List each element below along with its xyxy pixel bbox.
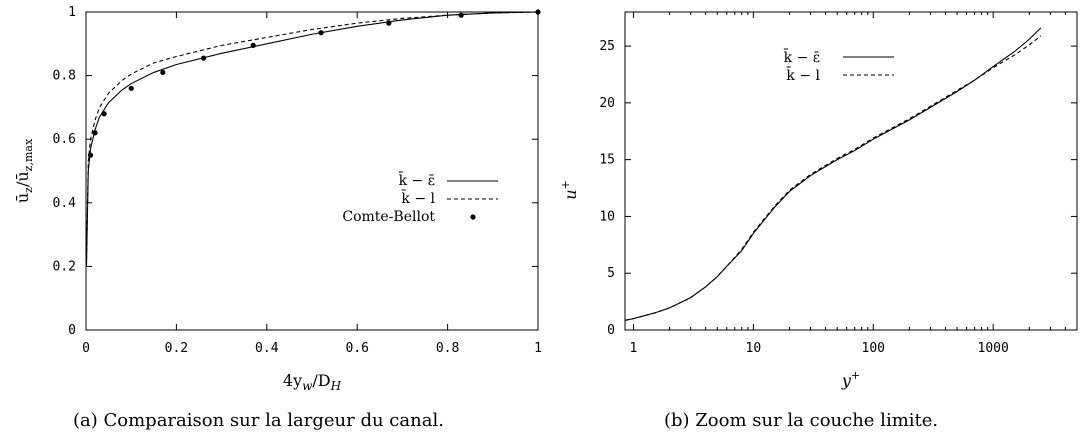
series-line-0 (85, 11, 539, 267)
x-tick-label: 1 (630, 341, 638, 356)
legend-a-label-2: Comte-Bellot (342, 209, 435, 225)
panel-a: 0 0.2 0.4 0.6 0.8 1 0 0.2 0.4 0.6 0.8 1 4yw/DH ūz/ū… (13, 5, 542, 431)
y-tick-label: 20 (599, 96, 615, 111)
data-point (386, 20, 392, 26)
plot-a-frame (85, 11, 539, 331)
x-tick-label: 1000 (978, 341, 1009, 356)
y-tick-label: 5 (607, 266, 615, 281)
data-point (535, 9, 541, 15)
y-tick-label: 10 (599, 209, 615, 224)
data-point (101, 111, 107, 117)
series-line-1 (85, 11, 539, 267)
data-point (160, 69, 166, 76)
x-tick-label: 10 (746, 341, 762, 356)
legend-b-label-0: k̄ − ε̄ (783, 48, 820, 66)
y-tick-label: 0.8 (53, 69, 76, 84)
y-tick-label: 15 (599, 153, 615, 168)
legend-b-label-1: k̄ − l (786, 66, 820, 84)
series-line-0 (624, 27, 1042, 321)
x-tick-label: 0.8 (436, 341, 459, 356)
y-tick-label: 0.4 (53, 196, 77, 211)
plot-b-ylabel: u+ (559, 180, 580, 200)
plot-a-xlabel: 4yw/DH (283, 371, 342, 393)
x-tick-label: 0.4 (255, 341, 279, 356)
x-tick-label: 0.6 (345, 341, 368, 356)
panel-b: 1 10 100 1000 0 5 10 15 20 25 y+ u+ k̄ − ε̄ k̄ − … (559, 11, 1078, 431)
x-tick-label: 1 (534, 341, 542, 356)
data-point (92, 130, 98, 136)
y-tick-label: 1 (68, 5, 76, 20)
caption-a: (a) Comparaison sur la largeur du canal. (73, 410, 444, 431)
y-tick-label: 0 (607, 323, 615, 338)
series-line-1 (624, 35, 1042, 321)
y-tick-label: 25 (599, 39, 615, 54)
y-tick-label: 0.6 (53, 132, 76, 147)
legend-a-swatch-2 (470, 214, 476, 220)
data-point (250, 42, 256, 48)
plot-b-frame (624, 11, 1078, 331)
y-tick-label: 0.2 (53, 259, 76, 274)
plot-b-legend: k̄ − ε̄ k̄ − l (783, 48, 894, 84)
plot-b-xlabel: y+ (841, 369, 860, 390)
y-tick-label: 0 (68, 323, 76, 338)
caption-b: (b) Zoom sur la couche limite. (664, 410, 938, 431)
legend-a-label-0: k̄ − ε̄ (398, 171, 435, 189)
plot-a-legend: k̄ − ε̄ k̄ − l Comte-Bellot (342, 171, 498, 225)
data-point (87, 152, 94, 158)
x-tick-label: 0 (82, 341, 90, 356)
data-point (318, 30, 324, 36)
data-point (128, 85, 134, 91)
legend-a-label-1: k̄ − l (401, 189, 435, 207)
x-tick-label: 0.2 (165, 341, 188, 356)
x-tick-label: 100 (862, 341, 885, 356)
data-point (458, 12, 464, 18)
plot-a-ylabel: ūz/ūz,max (13, 138, 35, 203)
data-point (200, 55, 207, 61)
